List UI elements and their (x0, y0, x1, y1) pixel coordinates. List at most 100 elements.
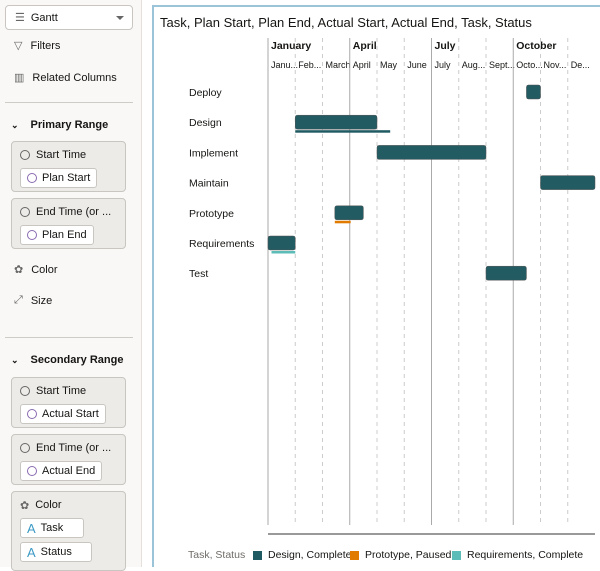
month-label: Octo... (516, 60, 543, 70)
actual-start-pill[interactable]: Actual Start (20, 404, 106, 424)
month-label: Feb... (298, 60, 321, 70)
clock-icon (20, 150, 30, 160)
primary-end-time-slot[interactable]: End Time (or ... Plan End (11, 198, 126, 249)
legend-swatch (350, 550, 359, 560)
legend-swatch (253, 550, 262, 560)
related-columns-label: Related Columns (32, 71, 117, 84)
status-value: Status (40, 546, 72, 558)
size-label: Size (30, 294, 53, 307)
plan-bar (485, 265, 527, 281)
legend-item-label: Requirements, Complete (467, 549, 584, 561)
palette-icon: ✿ (14, 264, 24, 276)
month-label: May (380, 60, 398, 70)
resize-icon: ⤢ (14, 294, 23, 306)
quarter-label: April (353, 40, 377, 52)
chevron-down-icon: ⌄ (11, 119, 19, 130)
text-attribute-icon: A (27, 520, 36, 536)
plan-start-pill[interactable]: Plan Start (20, 168, 98, 188)
quarter-label: October (516, 40, 556, 52)
task-label: Deploy (189, 87, 222, 99)
primary-color-slot[interactable]: ✿ Color (14, 263, 58, 277)
clock-icon (27, 466, 37, 476)
gantt-icon: ☰ (15, 12, 25, 24)
color-label: Color (35, 499, 62, 511)
month-label: Aug... (462, 60, 486, 70)
clock-icon (27, 409, 37, 419)
chevron-down-icon: ⌄ (11, 354, 19, 365)
filter-icon: ▽ (14, 40, 23, 52)
month-label: Sept... (489, 60, 515, 70)
task-label: Prototype (189, 208, 234, 220)
start-time-label: Start Time (36, 149, 87, 161)
chart-type-select[interactable]: ☰ Gantt (5, 5, 133, 30)
legend-item: Design, Complete (253, 549, 351, 561)
filters-item[interactable]: ▽ Filters (14, 39, 61, 53)
legend-title-label: Task, Status (188, 549, 246, 561)
month-label: March (326, 60, 351, 70)
task-label: Test (189, 268, 208, 280)
actual-bar (271, 251, 296, 254)
plan-bar (376, 145, 487, 160)
month-label: June (407, 60, 427, 70)
divider (5, 102, 133, 103)
clock-icon (20, 386, 30, 396)
chevron-down-icon (116, 16, 124, 20)
actual-start-value: Actual Start (42, 408, 99, 420)
plan-bar (267, 235, 296, 251)
month-label: April (353, 60, 371, 70)
actual-bar (295, 130, 391, 133)
end-time-label: End Time (or ... (36, 206, 112, 218)
color-label: Color (31, 263, 58, 276)
clock-icon (27, 230, 37, 240)
legend-item-label: Design, Complete (268, 549, 352, 561)
quarter-label: January (271, 40, 311, 52)
divider (5, 337, 133, 338)
legend-item-label: Prototype, Paused (365, 549, 452, 561)
task-label: Implement (189, 147, 238, 159)
end-time-label: End Time (or ... (36, 442, 112, 454)
secondary-color-slot[interactable]: ✿ Color A Task A Status (11, 491, 126, 571)
actual-bar (334, 220, 351, 224)
plan-start-value: Plan Start (42, 172, 91, 184)
chart-canvas (152, 5, 600, 567)
secondary-start-time-slot[interactable]: Start Time Actual Start (11, 377, 126, 428)
task-pill[interactable]: A Task (20, 518, 84, 538)
clock-icon (20, 443, 30, 453)
secondary-end-time-slot[interactable]: End Time (or ... Actual End (11, 434, 126, 485)
start-time-label: Start Time (36, 385, 87, 397)
actual-end-value: Actual End (42, 465, 96, 477)
properties-panel: ☰ Gantt ▽ Filters ▥ Related Columns ⌄ Primar… (0, 0, 142, 571)
chart-title: Task, Plan Start, Plan End, Actual Start… (160, 15, 532, 30)
plan-bar (295, 114, 378, 130)
legend-item: Prototype, Paused (350, 549, 451, 561)
secondary-range-header[interactable]: ⌄ Secondary Range (11, 354, 123, 366)
primary-range-title: Primary Range (30, 119, 109, 131)
chart-type-value: Gantt (30, 11, 58, 24)
status-pill[interactable]: A Status (20, 542, 92, 562)
legend-title: Task, Status (188, 549, 245, 561)
palette-icon: ✿ (20, 499, 30, 512)
primary-start-time-slot[interactable]: Start Time Plan Start (11, 141, 126, 192)
filters-label: Filters (30, 39, 61, 52)
month-label: July (435, 60, 452, 70)
task-label: Design (189, 117, 222, 129)
quarter-label: July (435, 40, 456, 52)
related-columns-item[interactable]: ▥ Related Columns (14, 71, 117, 85)
plan-end-value: Plan End (42, 229, 87, 241)
primary-size-slot[interactable]: ⤢ Size (14, 294, 52, 307)
task-label: Maintain (189, 178, 229, 190)
task-label: Requirements (189, 238, 254, 250)
month-label: Nov... (544, 60, 567, 70)
month-label: De... (571, 60, 590, 70)
legend-swatch (452, 550, 461, 560)
actual-end-pill[interactable]: Actual End (20, 461, 103, 481)
clock-icon (27, 173, 37, 183)
task-value: Task (40, 522, 64, 534)
plan-end-pill[interactable]: Plan End (20, 225, 94, 245)
primary-range-header[interactable]: ⌄ Primary Range (11, 119, 108, 131)
clock-icon (20, 207, 30, 217)
text-attribute-icon: A (27, 544, 36, 560)
plan-bar (540, 175, 596, 190)
secondary-range-title: Secondary Range (30, 354, 124, 366)
